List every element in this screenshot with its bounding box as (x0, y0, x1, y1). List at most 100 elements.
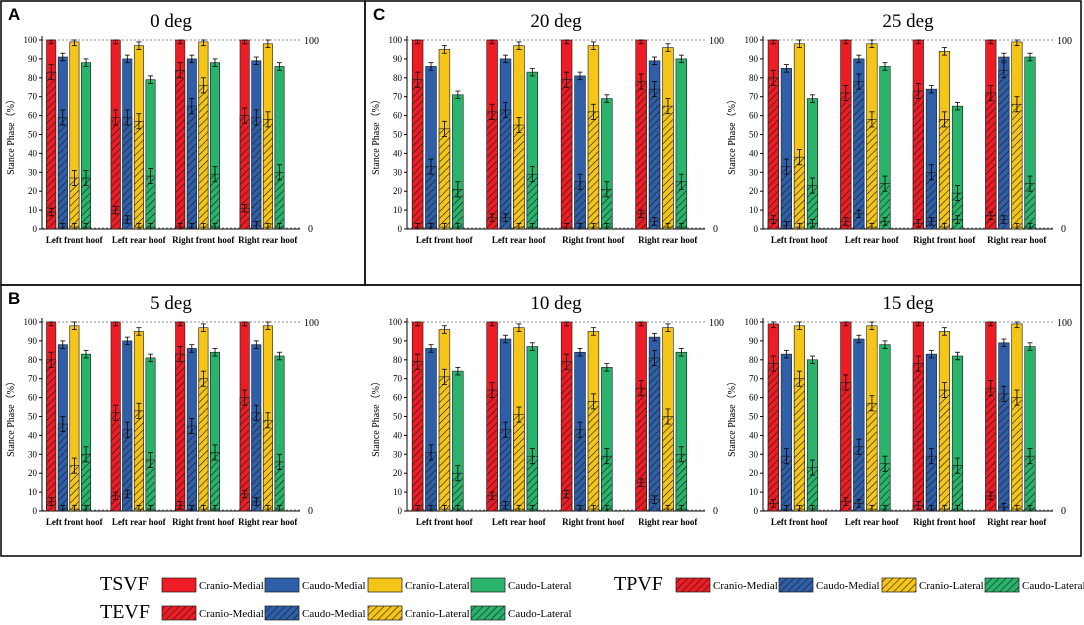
legend-label: Caudo-Lateral (1022, 580, 1084, 592)
y-tick-label: 40 (28, 148, 38, 158)
bar-tpvf (411, 79, 424, 230)
y-tick-label: 10 (28, 487, 38, 497)
x-tick-label: Right rear hoof (238, 235, 298, 245)
y-tick-label: 90 (393, 54, 403, 64)
legend-label: Cranio-Medial (199, 608, 264, 620)
y-tick-label: 30 (393, 449, 403, 459)
bar-tpvf (499, 109, 512, 230)
y-tick-label: 80 (749, 73, 759, 83)
x-tick-label: Left rear hoof (845, 235, 900, 245)
legend-label: Cranio-Medial (713, 580, 778, 592)
y-tick-label: 50 (393, 130, 403, 140)
y-tick-label: 30 (393, 167, 403, 177)
bar-tpvf (998, 393, 1010, 512)
y-tick-label: 0 (754, 224, 759, 234)
bar-tpvf (133, 120, 144, 230)
bar-tpvf (560, 79, 573, 230)
x-tick-label: Left front hoof (416, 235, 474, 245)
legend-label: Cranio-Lateral (405, 580, 470, 592)
ref-label-100: 100 (1057, 318, 1072, 329)
y-tick-label: 100 (745, 317, 759, 327)
y-tick-label: 30 (749, 449, 759, 459)
legend-swatch (161, 577, 197, 593)
y-tick-label: 90 (749, 336, 759, 346)
bar-tpvf (840, 382, 852, 512)
y-axis-label: Stance Phase（%） (370, 94, 382, 175)
bar-tpvf (853, 81, 865, 230)
legend-swatch (367, 577, 403, 593)
y-tick-label: 0 (33, 506, 38, 516)
y-tick-label: 50 (749, 130, 759, 140)
x-tick-label: Left front hoof (46, 235, 104, 245)
y-tick-label: 60 (749, 111, 759, 121)
chart-4: 10 deg 100 0 0 10 20 30 40 50 60 70 80 90 100 Stance P… (370, 293, 724, 527)
legend-swatch (470, 577, 506, 593)
bar-tpvf (587, 401, 600, 512)
y-tick-label: 80 (393, 73, 403, 83)
bar-tpvf (767, 77, 779, 230)
ref-label-0: 0 (308, 224, 313, 235)
y-tick-label: 100 (389, 317, 403, 327)
bar-tpvf (262, 419, 273, 512)
bar-tpvf (938, 119, 950, 230)
y-tick-label: 70 (28, 374, 38, 384)
legend-label: Cranio-Lateral (919, 580, 984, 592)
y-tick-label: 10 (28, 205, 38, 215)
bar-tpvf (866, 402, 878, 512)
y-tick-label: 20 (749, 186, 759, 196)
bar-tpvf (251, 117, 262, 230)
legend-swatch (881, 577, 917, 593)
legend-swatch (367, 605, 403, 621)
bar-tpvf (526, 173, 539, 230)
legend-label: Caudo-Lateral (508, 580, 572, 592)
y-tick-label: 70 (749, 92, 759, 102)
bar-tpvf (767, 363, 779, 512)
y-tick-label: 70 (28, 92, 38, 102)
x-tick-label: Right front hoof (562, 235, 625, 245)
bar-tpvf (425, 452, 437, 512)
y-tick-label: 80 (749, 355, 759, 365)
x-tick-label: Right rear hoof (238, 517, 298, 527)
y-tick-label: 30 (28, 449, 38, 459)
bar-tpvf (210, 173, 220, 230)
x-tick-label: Left rear hoof (112, 517, 167, 527)
y-tick-label: 100 (389, 35, 403, 45)
chart-title: 20 deg (530, 11, 582, 32)
x-tick-label: Left front hoof (771, 517, 829, 527)
bar-tpvf (675, 453, 688, 512)
x-tick-label: Right front hoof (172, 517, 235, 527)
bar-tpvf (662, 416, 674, 512)
bar-tpvf (186, 425, 197, 512)
bar-tpvf (866, 119, 878, 230)
y-tick-label: 100 (24, 35, 38, 45)
bar-tpvf (274, 172, 285, 230)
legend-label: Caudo-Medial (816, 580, 880, 592)
bar-tevf (635, 482, 647, 512)
bar-tpvf (46, 359, 57, 512)
bar-tpvf (793, 378, 805, 512)
x-tick-label: Right rear hoof (638, 235, 698, 245)
bar-tpvf (175, 69, 186, 230)
y-axis-label: Stance Phase（%） (370, 376, 382, 457)
ref-label-100: 100 (709, 318, 724, 329)
bar-tpvf (175, 353, 186, 512)
legend-swatch (470, 605, 506, 621)
bar-tpvf (1011, 103, 1023, 230)
bar-tpvf (411, 361, 424, 512)
x-tick-label: Right rear hoof (987, 517, 1047, 527)
y-tick-label: 0 (33, 224, 38, 234)
bar-tpvf (662, 105, 674, 230)
legend-label: Caudo-Lateral (508, 608, 572, 620)
bar-tpvf (635, 81, 647, 230)
y-tick-label: 90 (749, 54, 759, 64)
bar-tpvf (438, 376, 451, 512)
x-tick-label: Right rear hoof (638, 517, 698, 527)
bar-tpvf (513, 124, 525, 230)
ref-label-100: 100 (304, 318, 319, 329)
y-tick-label: 70 (393, 92, 403, 102)
ref-label-0: 0 (713, 506, 718, 517)
bar-tpvf (938, 389, 950, 512)
chart-2: 25 deg 100 0 0 10 20 30 40 50 60 70 80 90 100 Stance P… (726, 11, 1072, 245)
